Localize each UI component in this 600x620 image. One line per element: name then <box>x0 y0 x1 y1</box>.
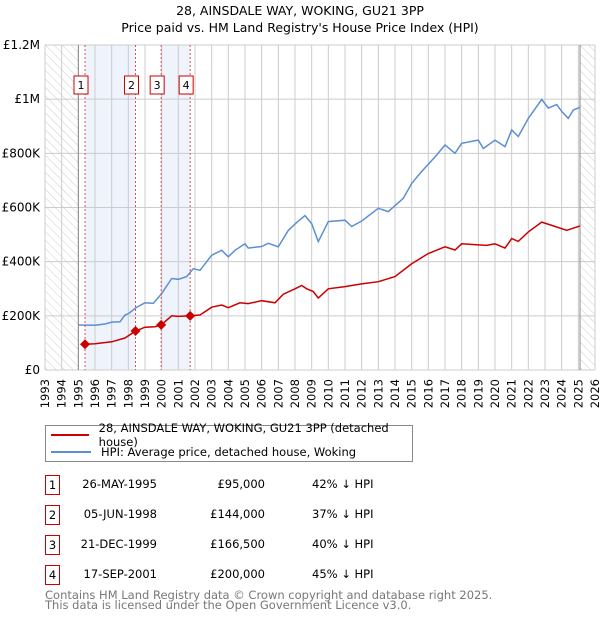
sale-date: 05-JUN-1998 <box>83 507 157 521</box>
x-tick-label: 2014 <box>388 379 402 408</box>
sale-label: 4 <box>183 79 190 92</box>
x-tick-label: 2002 <box>188 379 202 408</box>
x-tick-label: 1993 <box>38 379 52 408</box>
y-tick-label: £800K <box>2 146 42 160</box>
chart-subtitle: Price paid vs. HM Land Registry's House … <box>121 20 479 35</box>
sale-label-box <box>149 75 165 95</box>
footer-copyright: Contains HM Land Registry data © Crown c… <box>45 588 493 602</box>
x-tick-label: 2017 <box>438 379 452 408</box>
x-tick-label: 2005 <box>238 379 252 408</box>
sale-date: 21-DEC-1999 <box>80 537 157 551</box>
sale-label-box <box>178 75 194 95</box>
sale-hpi-diff: 45% ↓ HPI <box>312 567 374 581</box>
legend-item-property: 28, AINSDALE WAY, WOKING, GU21 3PP (deta… <box>51 421 412 449</box>
x-tick-label: 2009 <box>305 379 319 408</box>
x-tick-label: 2006 <box>255 379 269 408</box>
y-tick-label: £600K <box>2 201 42 215</box>
legend: 28, AINSDALE WAY, WOKING, GU21 3PP (deta… <box>45 421 413 462</box>
x-tick-label: 2026 <box>588 379 600 408</box>
x-tick-label: 2018 <box>455 379 469 408</box>
sale-price: £200,000 <box>210 567 265 581</box>
x-tick-label: 1999 <box>138 379 152 408</box>
x-tick-label: 2016 <box>421 379 435 408</box>
sale-point <box>156 319 167 330</box>
sale-number-badge: 3 <box>45 535 60 555</box>
footer-licence: This data is licensed under the Open Gov… <box>45 598 412 612</box>
sale-hpi-diff: 42% ↓ HPI <box>312 477 374 491</box>
hpi-line <box>78 98 581 327</box>
sale-hpi-diff: 40% ↓ HPI <box>312 537 374 551</box>
sale-price: £166,500 <box>210 537 265 551</box>
x-tick-label: 1995 <box>71 379 85 408</box>
sale-label: 1 <box>78 79 85 92</box>
sale-point <box>80 339 90 350</box>
sale-point <box>185 310 196 321</box>
legend-swatch-red <box>51 434 89 436</box>
sale-label: 2 <box>128 79 135 92</box>
x-tick-label: 2008 <box>288 379 302 408</box>
x-tick-label: 2023 <box>538 379 552 408</box>
sale-hpi-diff: 37% ↓ HPI <box>312 507 374 521</box>
price-chart: 1993 1994 1995 1996 1997 1998 1999 2000 2001 2002… <box>2 38 600 408</box>
x-tick-label: 2012 <box>355 379 369 408</box>
sale-number-badge: 4 <box>45 565 60 585</box>
x-tick-label: 1996 <box>88 379 102 408</box>
sale-price: £95,000 <box>217 477 265 491</box>
sale-label-box <box>73 75 89 95</box>
x-tick-label: 2010 <box>321 379 335 408</box>
property-price-line <box>84 221 581 346</box>
x-tick-label: 2025 <box>571 379 585 408</box>
x-tick-label: 2000 <box>155 379 169 408</box>
sale-price: £144,000 <box>210 507 265 521</box>
x-tick-label: 1994 <box>55 379 69 408</box>
y-tick-label: £200K <box>2 309 42 323</box>
x-tick-label: 2020 <box>488 379 502 408</box>
x-tick-label: 1997 <box>105 379 119 408</box>
y-tick-label: £1.2M <box>3 38 40 52</box>
x-tick-label: 2015 <box>405 379 419 408</box>
y-tick-label: £400K <box>2 255 42 269</box>
legend-item-hpi: HPI: Average price, detached house, Woki… <box>51 444 356 460</box>
x-tick-label: 2004 <box>221 379 235 408</box>
x-tick-label: 2024 <box>555 379 569 408</box>
sale-label-box <box>124 75 139 95</box>
x-tick-label: 2013 <box>371 379 385 408</box>
x-tick-label: 2021 <box>505 379 519 408</box>
sale-number-badge: 2 <box>45 505 60 525</box>
x-tick-label: 1998 <box>121 379 135 408</box>
x-tick-label: 2001 <box>171 379 185 408</box>
y-tick-label: £0 <box>25 363 40 377</box>
x-tick-label: 2022 <box>521 379 535 408</box>
sale-date: 26-MAY-1995 <box>82 477 157 491</box>
y-tick-label: £1M <box>14 92 40 106</box>
x-tick-label: 2019 <box>471 379 485 408</box>
chart-title: 28, AINSDALE WAY, WOKING, GU21 3PP <box>176 3 424 18</box>
sale-date: 17-SEP-2001 <box>83 567 157 581</box>
sale-point <box>130 326 141 336</box>
legend-swatch-blue <box>51 451 91 453</box>
x-tick-label: 2011 <box>338 379 352 408</box>
legend-label-property: 28, AINSDALE WAY, WOKING, GU21 3PP (deta… <box>98 421 389 449</box>
sale-label: 3 <box>154 79 161 92</box>
x-tick-label: 2007 <box>271 379 285 408</box>
legend-label-hpi: HPI: Average price, detached house, Woki… <box>101 445 357 459</box>
x-tick-label: 2003 <box>205 379 219 408</box>
sale-number-badge: 1 <box>45 475 60 495</box>
